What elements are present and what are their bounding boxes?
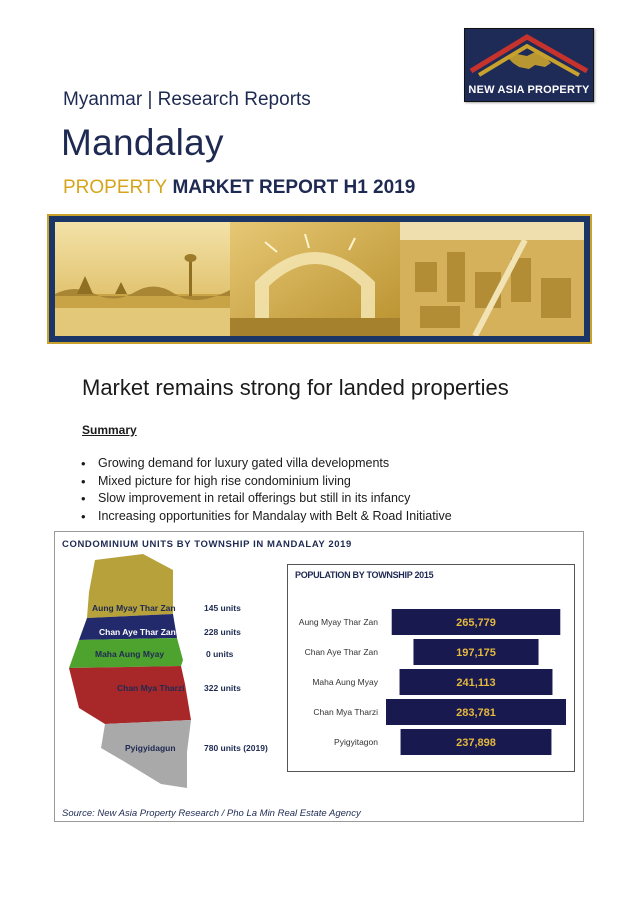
map-region-maha-aung-myay <box>69 638 183 668</box>
population-chart: POPULATION BY TOWNSHIP 2015 265,779 Aung … <box>287 564 575 772</box>
bar-value-label: 265,779 <box>456 617 496 629</box>
bar-1 <box>413 639 539 665</box>
population-chart-svg: 265,779 Aung Myay Thar Zan 197,175 Chan Aye… <box>299 609 566 755</box>
bar-value-label: 197,175 <box>456 647 496 659</box>
summary-bullet: Growing demand for luxury gated villa de… <box>80 455 452 473</box>
map-label-chan-aye-thar-zan: Chan Aye Thar Zan <box>99 627 176 637</box>
source-note: Source: New Asia Property Research / Pho… <box>62 808 361 819</box>
bar-value-label: 283,781 <box>456 707 496 719</box>
township-map <box>69 554 191 788</box>
chart-title: POPULATION BY TOWNSHIP 2015 <box>295 570 434 580</box>
logo-roof-icon <box>465 29 593 101</box>
category-label: Chan Mya Tharzi <box>313 707 378 717</box>
summary-bullet: Slow improvement in retail offerings but… <box>80 490 452 508</box>
map-label-maha-aung-myay: Maha Aung Myay <box>95 649 165 659</box>
category-label: Aung Myay Thar Zan <box>299 617 378 627</box>
summary-bullet: Increasing opportunities for Mandalay wi… <box>80 508 452 526</box>
report-title-rest: MARKET REPORT H1 2019 <box>172 177 416 198</box>
section-label: Myanmar | Research Reports <box>63 89 311 110</box>
bar-value-label: 241,113 <box>456 677 495 689</box>
units-label: 0 units <box>206 649 234 659</box>
headline: Market remains strong for landed propert… <box>82 375 509 400</box>
units-label: 228 units <box>204 627 241 637</box>
bar-value-label: 237,898 <box>456 737 496 749</box>
bar-0 <box>391 609 561 635</box>
map-label-aung-myay-thar-zan: Aung Myay Thar Zan <box>92 603 176 613</box>
map-region-pyigyidagun <box>101 720 191 788</box>
map-label-pyigyidagun: Pyigyidagun <box>125 743 176 753</box>
hero-image <box>55 222 584 336</box>
bar-4 <box>400 729 552 755</box>
units-label: 145 units <box>204 603 241 613</box>
summary-list: Growing demand for luxury gated villa de… <box>80 455 452 525</box>
map-label-chan-mya-tharzi: Chan Mya Tharzi <box>117 683 185 693</box>
summary-heading: Summary <box>82 423 137 437</box>
bar-3 <box>386 699 566 725</box>
company-logo: NEW ASIA PROPERTY <box>464 28 594 102</box>
panel-title: CONDOMINIUM UNITS BY TOWNSHIP IN MANDALA… <box>62 539 352 550</box>
category-label: Chan Aye Thar Zan <box>305 647 379 657</box>
hero-banner <box>47 214 592 344</box>
units-label: 322 units <box>204 683 241 693</box>
report-title-accent: PROPERTY <box>63 177 168 198</box>
summary-bullet: Mixed picture for high rise condominium … <box>80 473 452 491</box>
map-region-chan-aye-thar-zan <box>79 614 177 640</box>
category-label: Pyigyitagon <box>334 737 378 747</box>
condo-panel: CONDOMINIUM UNITS BY TOWNSHIP IN MANDALA… <box>54 531 584 822</box>
category-label: Maha Aung Myay <box>312 677 378 687</box>
logo-text: NEW ASIA PROPERTY <box>468 84 590 96</box>
units-label: 780 units (2019) <box>204 743 268 753</box>
map-region-chan-mya-tharzi <box>69 666 191 724</box>
map-region-aung-myay-thar-zan <box>87 554 173 618</box>
page-title: Mandalay <box>61 122 224 163</box>
report-title: PROPERTY MARKET REPORT H1 2019 <box>63 177 415 199</box>
bar-2 <box>399 669 553 695</box>
